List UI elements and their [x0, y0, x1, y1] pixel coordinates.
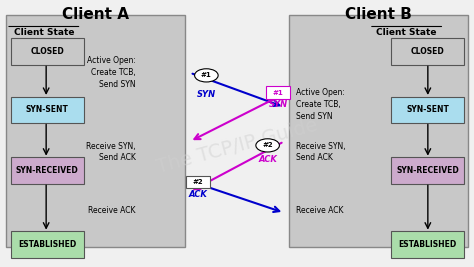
Text: Client State: Client State	[14, 28, 74, 37]
Text: SYN-SENT: SYN-SENT	[26, 105, 69, 114]
FancyBboxPatch shape	[11, 38, 84, 65]
Text: Receive SYN,
Send ACK: Receive SYN, Send ACK	[296, 142, 346, 162]
Text: SYN-RECEIVED: SYN-RECEIVED	[16, 166, 79, 175]
FancyBboxPatch shape	[11, 231, 84, 258]
Text: The TCP/IP Guide: The TCP/IP Guide	[155, 116, 319, 177]
Text: Client State: Client State	[376, 28, 437, 37]
FancyBboxPatch shape	[186, 176, 210, 189]
Text: Receive ACK: Receive ACK	[296, 206, 343, 215]
Text: Receive SYN,
Send ACK: Receive SYN, Send ACK	[86, 142, 136, 162]
FancyBboxPatch shape	[391, 157, 464, 184]
Circle shape	[256, 139, 279, 152]
FancyBboxPatch shape	[391, 38, 464, 65]
Text: #1: #1	[273, 89, 283, 96]
FancyBboxPatch shape	[391, 231, 464, 258]
FancyBboxPatch shape	[6, 15, 185, 247]
Text: CLOSED: CLOSED	[411, 47, 445, 56]
FancyBboxPatch shape	[11, 157, 84, 184]
Text: #2: #2	[193, 179, 203, 185]
Text: ACK: ACK	[258, 155, 277, 164]
Text: ESTABLISHED: ESTABLISHED	[18, 240, 76, 249]
Text: SYN-RECEIVED: SYN-RECEIVED	[396, 166, 459, 175]
Text: SYN: SYN	[269, 100, 288, 109]
Text: ACK: ACK	[189, 190, 208, 199]
Text: SYN: SYN	[197, 90, 216, 99]
Text: CLOSED: CLOSED	[30, 47, 64, 56]
Text: Receive ACK: Receive ACK	[88, 206, 136, 215]
Text: Active Open:
Create TCB,
Send SYN: Active Open: Create TCB, Send SYN	[296, 88, 345, 121]
Text: #1: #1	[201, 72, 212, 78]
FancyBboxPatch shape	[11, 96, 84, 123]
Text: Active Open:
Create TCB,
Send SYN: Active Open: Create TCB, Send SYN	[87, 56, 136, 89]
Circle shape	[195, 69, 218, 82]
FancyBboxPatch shape	[391, 96, 464, 123]
Text: ESTABLISHED: ESTABLISHED	[399, 240, 457, 249]
FancyBboxPatch shape	[266, 87, 290, 99]
Text: Client A: Client A	[62, 7, 129, 22]
FancyBboxPatch shape	[289, 15, 468, 247]
Text: #2: #2	[262, 142, 273, 148]
Text: SYN-SENT: SYN-SENT	[406, 105, 449, 114]
Text: Client B: Client B	[345, 7, 412, 22]
